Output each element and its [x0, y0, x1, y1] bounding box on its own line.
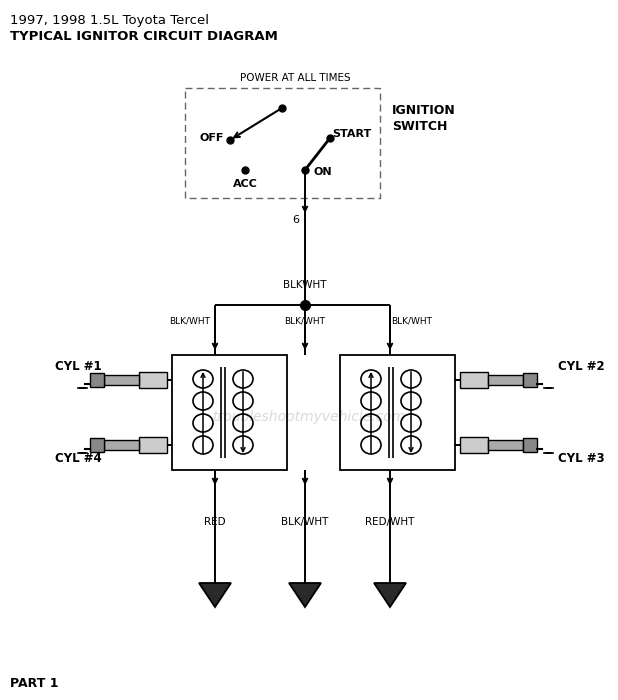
Bar: [488, 375, 523, 385]
Text: ACC: ACC: [232, 179, 258, 189]
Text: PART 1: PART 1: [10, 677, 59, 690]
Bar: [172, 355, 287, 470]
Text: START: START: [332, 129, 371, 139]
Bar: [104, 375, 139, 385]
Text: CYL #2: CYL #2: [558, 360, 604, 372]
Text: SWITCH: SWITCH: [392, 120, 447, 132]
Polygon shape: [199, 583, 231, 607]
Text: C: C: [385, 587, 395, 601]
Bar: [523, 373, 537, 387]
Text: CYL #1: CYL #1: [55, 360, 101, 372]
Text: BLK/WHT: BLK/WHT: [391, 316, 433, 326]
Text: OFF: OFF: [200, 133, 224, 143]
Bar: [104, 440, 139, 450]
Bar: [185, 88, 380, 198]
Text: 6: 6: [292, 215, 300, 225]
Text: BLK/WHT: BLK/WHT: [284, 316, 326, 326]
Polygon shape: [289, 583, 321, 607]
Text: CYL #3: CYL #3: [558, 452, 604, 466]
Text: RED/WHT: RED/WHT: [365, 517, 415, 527]
Text: 1997, 1998 1.5L Toyota Tercel: 1997, 1998 1.5L Toyota Tercel: [10, 14, 209, 27]
Bar: [460, 437, 488, 453]
Polygon shape: [374, 583, 406, 607]
Bar: [340, 355, 455, 470]
Text: CYL #4: CYL #4: [55, 452, 102, 466]
Text: RED: RED: [204, 517, 226, 527]
Text: A: A: [210, 587, 220, 601]
Text: B: B: [300, 587, 310, 601]
Text: ON: ON: [314, 167, 332, 177]
Text: IGNITION: IGNITION: [392, 104, 455, 116]
Text: BLK/WHT: BLK/WHT: [281, 517, 329, 527]
Bar: [139, 437, 167, 453]
Bar: [488, 440, 523, 450]
Bar: [523, 438, 537, 452]
Text: BLKWHT: BLKWHT: [283, 280, 327, 290]
Text: BLK/WHT: BLK/WHT: [169, 316, 211, 326]
Bar: [90, 373, 104, 387]
Text: troubleshootmyvehicle.com: troubleshootmyvehicle.com: [213, 410, 405, 424]
Text: TYPICAL IGNITOR CIRCUIT DIAGRAM: TYPICAL IGNITOR CIRCUIT DIAGRAM: [10, 30, 278, 43]
Bar: [139, 372, 167, 388]
Text: POWER AT ALL TIMES: POWER AT ALL TIMES: [240, 73, 350, 83]
Bar: [460, 372, 488, 388]
Bar: [90, 438, 104, 452]
